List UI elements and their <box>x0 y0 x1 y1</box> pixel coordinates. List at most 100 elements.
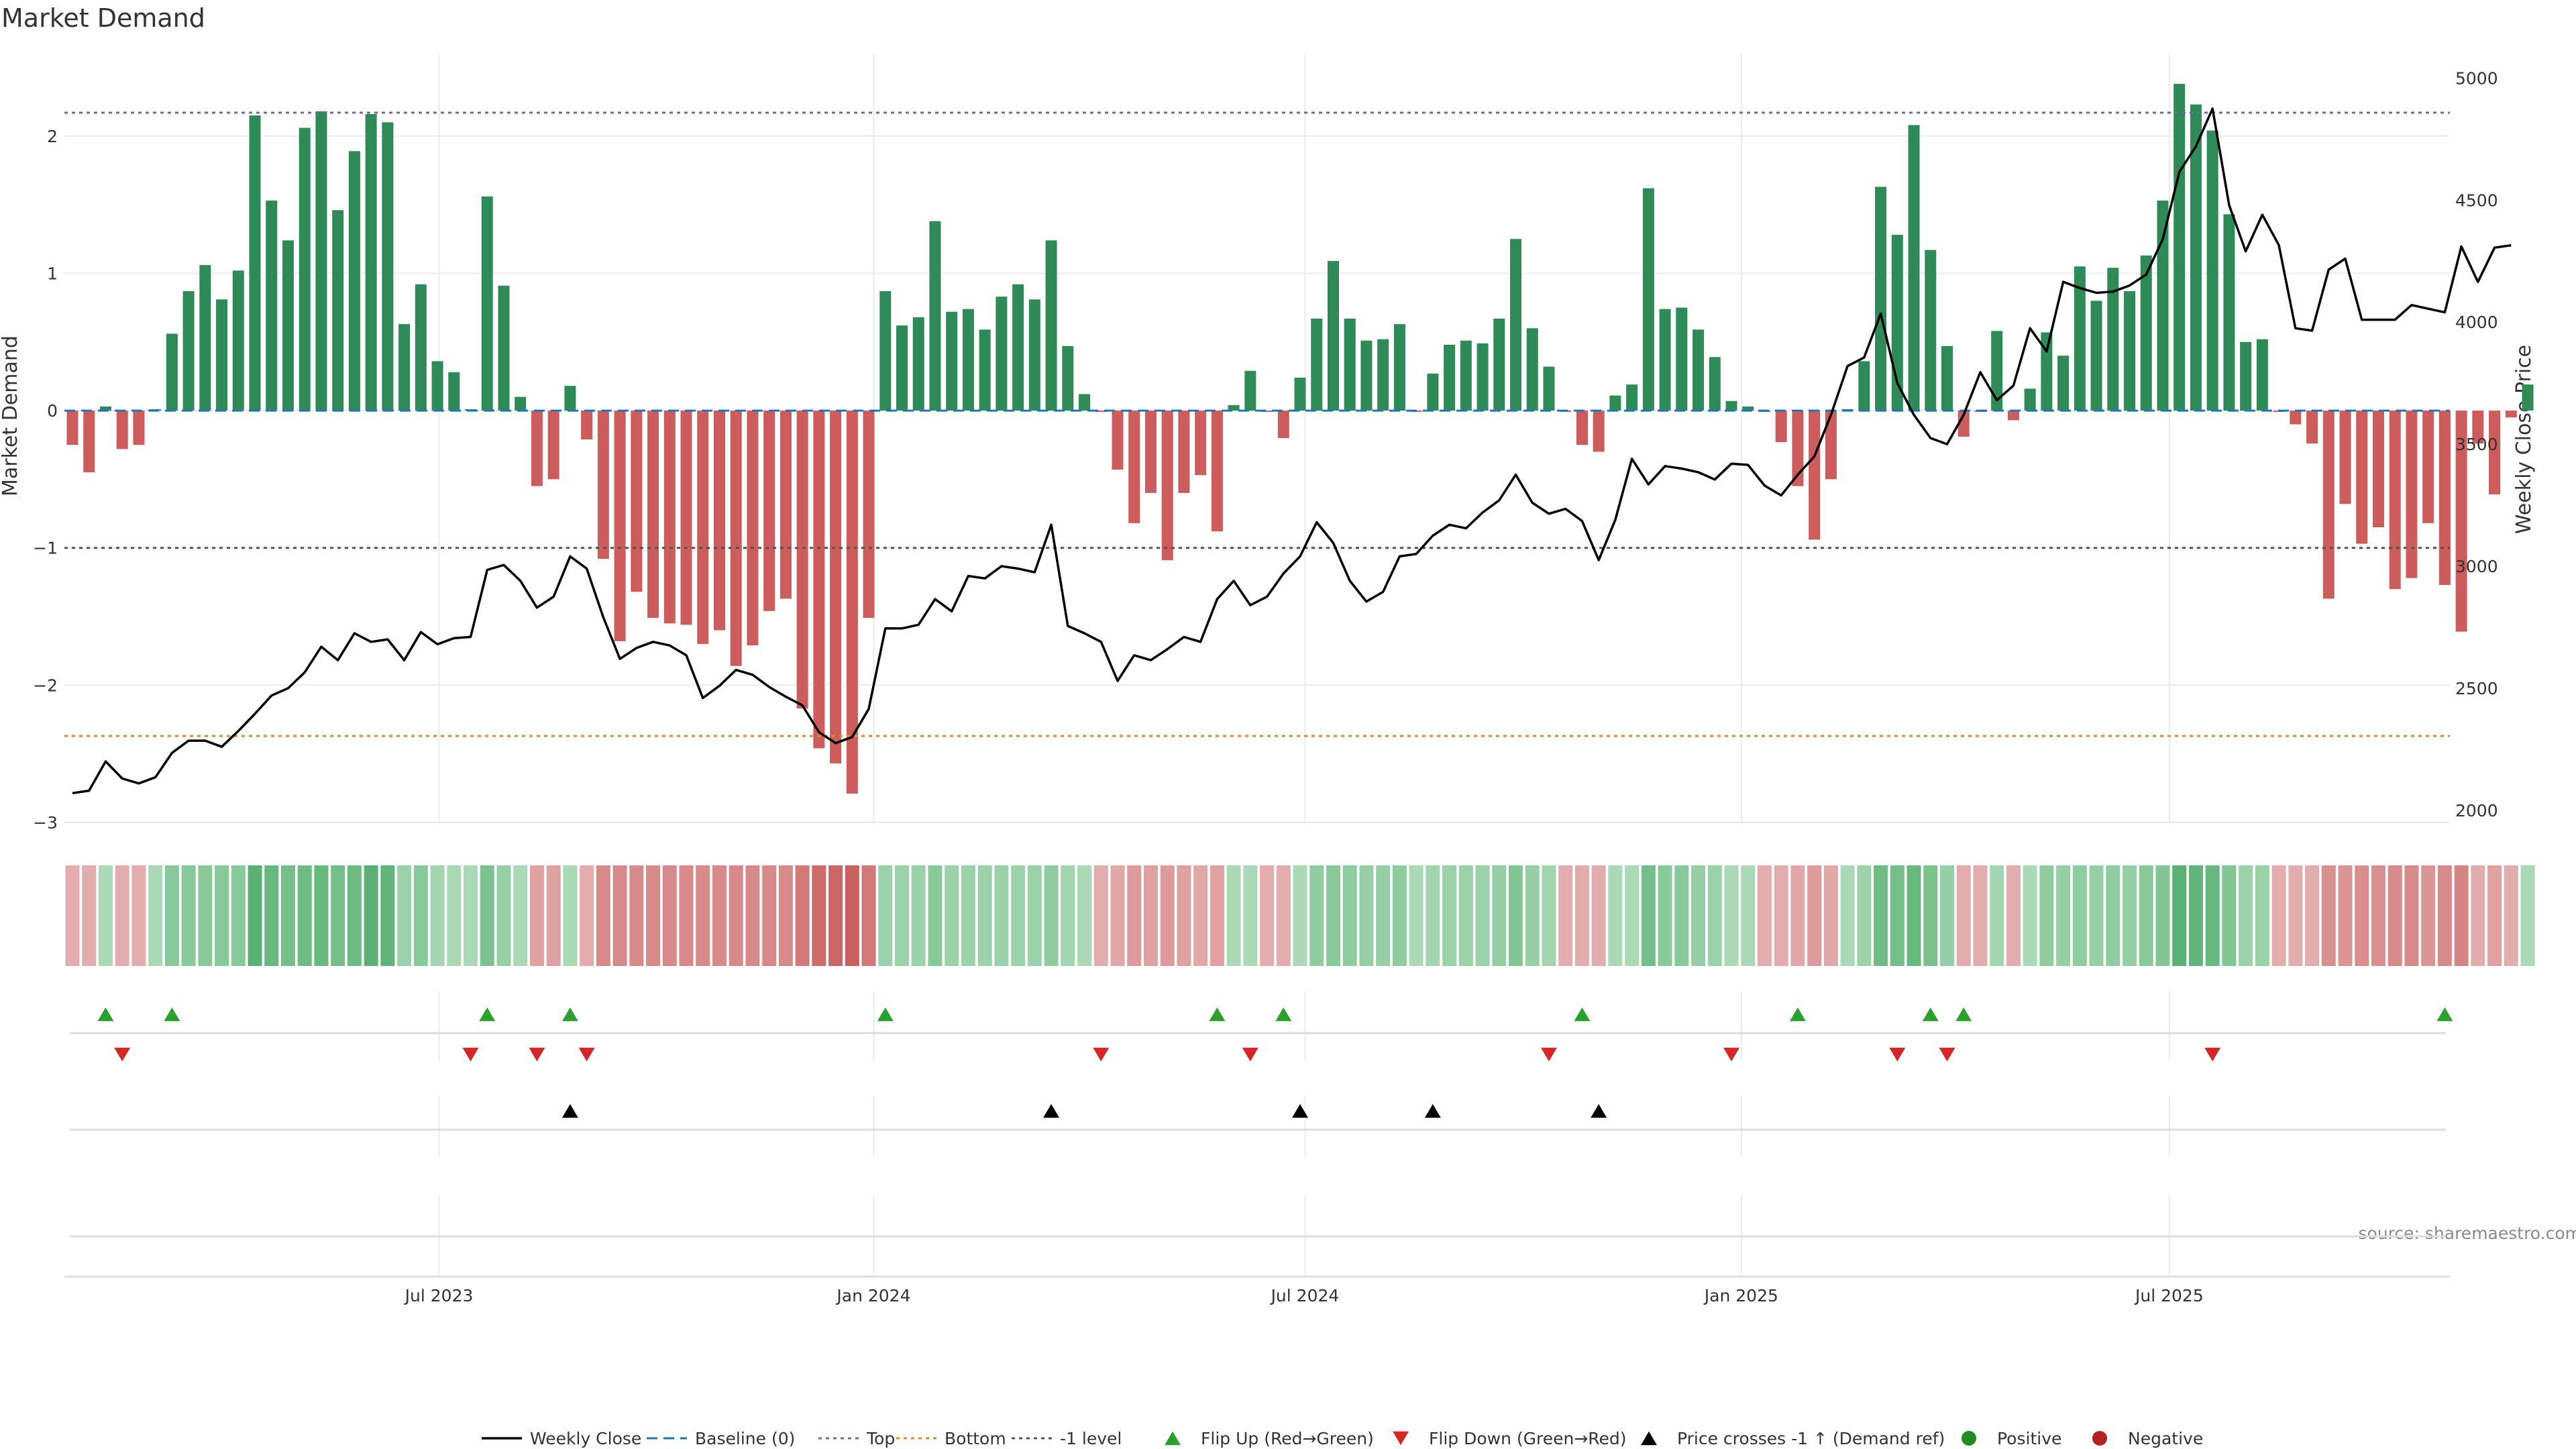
heat-strip-cell <box>2421 865 2436 966</box>
heat-strip-cell <box>1426 865 1440 966</box>
demand-bar <box>1112 411 1124 470</box>
price-cross-marker <box>1591 1104 1607 1118</box>
x-axis: Jul 2023 Jan 2024 Jul 2024 Jan 2025 Jul 2025 <box>64 1275 2450 1305</box>
legend-label: Baseline (0) <box>695 1429 795 1448</box>
demand-bar <box>1775 411 1787 443</box>
demand-bar <box>631 411 643 592</box>
legend-item-flip-down: Flip Down (Green→Red) <box>1393 1429 1627 1448</box>
legend-label: Positive <box>1997 1429 2061 1448</box>
demand-bar <box>2339 411 2351 504</box>
heat-strip-cell <box>148 865 163 966</box>
demand-bar <box>1742 406 1754 411</box>
legend: Weekly Close Baseline (0) Top Bottom -1 leve… <box>482 1429 2203 1448</box>
demand-bar <box>1941 345 1953 411</box>
demand-bar <box>348 151 360 411</box>
right-axis-title: Weekly Close Price <box>2512 345 2536 534</box>
heat-strip-cell <box>1442 865 1457 966</box>
heat-strip-cell <box>911 865 926 966</box>
heat-strip-cell <box>928 865 943 966</box>
heat-strip-cell <box>2255 865 2269 966</box>
demand-bar <box>216 299 228 411</box>
heat-strip-cell <box>1691 865 1706 966</box>
demand-bar <box>1709 357 1721 411</box>
heat-strip-cell <box>1956 865 1971 966</box>
demand-bar <box>979 329 991 411</box>
left-tick-label: −2 <box>33 676 58 695</box>
heat-strip-cell <box>795 865 810 966</box>
legend-item-weekly-close: Weekly Close <box>482 1429 641 1448</box>
axis-ticks: 2 1 0 −1 −2 −3 5000 4500 4000 3500 3000 2500 2000 <box>33 68 2498 833</box>
demand-bar <box>2024 388 2036 411</box>
heat-strip-cell <box>2006 865 2021 966</box>
demand-bar <box>813 411 825 749</box>
demand-bar <box>863 411 875 619</box>
heat-strip-cell <box>1641 865 1656 966</box>
demand-bar <box>1344 318 1356 411</box>
heat-strip-cell <box>2504 865 2518 966</box>
demand-bar <box>2090 301 2102 411</box>
demand-bar <box>315 111 327 411</box>
demand-bar <box>2041 332 2053 411</box>
heat-strip-cell <box>397 865 412 966</box>
demand-bar <box>1725 400 1737 411</box>
demand-bar <box>266 200 278 411</box>
left-tick-label: −1 <box>33 539 58 558</box>
demand-bar <box>912 317 924 411</box>
legend-item-minus-one: -1 level <box>1012 1429 1122 1448</box>
demand-heat-strip <box>65 865 2535 966</box>
demand-bar <box>299 127 311 411</box>
heat-strip-cell <box>1458 865 1473 966</box>
demand-bar <box>1012 284 1024 411</box>
heat-strip-cell <box>2520 865 2535 966</box>
heat-strip-cell <box>2471 865 2485 966</box>
demand-bar <box>1991 331 2003 411</box>
demand-bar <box>2107 268 2119 411</box>
demand-bar <box>1294 377 1306 411</box>
flip-down-marker <box>114 1047 131 1062</box>
heat-strip-cell <box>1525 865 1540 966</box>
demand-bar <box>498 285 510 411</box>
heat-strip-cell <box>1939 865 1954 966</box>
legend-label: Flip Down (Green→Red) <box>1429 1429 1627 1448</box>
demand-bar <box>2406 411 2418 578</box>
left-tick-label: 0 <box>47 401 58 421</box>
heat-strip-cell <box>496 865 511 966</box>
demand-bar <box>1277 411 1289 438</box>
heat-strip-cell <box>2072 865 2087 966</box>
flip-up-marker <box>1789 1007 1806 1022</box>
demand-bar <box>1510 239 1522 411</box>
demand-bar <box>1642 188 1654 411</box>
heat-strip-cell <box>1990 865 2004 966</box>
heat-strip-cell <box>629 865 644 966</box>
heat-strip-cell <box>1790 865 1805 966</box>
heat-strip-cell <box>1823 865 1838 966</box>
heat-strip-cell <box>2404 865 2419 966</box>
heat-strip-cell <box>1475 865 1490 966</box>
heat-strip-cell <box>1210 865 1224 966</box>
legend-label: -1 level <box>1060 1429 1122 1448</box>
demand-bar <box>2124 291 2136 411</box>
demand-bar <box>2157 200 2169 411</box>
demand-bar <box>116 411 128 449</box>
heat-strip-cell <box>563 865 578 966</box>
demand-bar <box>2240 341 2252 411</box>
price-cross-marker <box>1292 1104 1309 1118</box>
flip-down-marker <box>1540 1047 1557 1062</box>
heat-strip-cell <box>2039 865 2054 966</box>
heat-strip-cell <box>1625 865 1640 966</box>
demand-bar <box>1908 125 1920 411</box>
demand-bar <box>614 411 626 641</box>
demand-bar <box>515 396 527 411</box>
demand-bar <box>2290 411 2302 425</box>
heat-strip-cell <box>2188 865 2203 966</box>
signal-markers <box>70 1007 2453 1238</box>
demand-bar <box>1609 395 1621 411</box>
demand-bar <box>564 386 576 411</box>
demand-bar <box>2522 384 2534 411</box>
demand-bar <box>1957 411 1970 437</box>
legend-item-price-cross: Price crosses -1 ↑ (Demand ref) <box>1641 1429 1945 1448</box>
flip-up-marker <box>479 1007 496 1022</box>
heat-strip-cell <box>2106 865 2121 966</box>
heat-strip-cell <box>297 865 312 966</box>
